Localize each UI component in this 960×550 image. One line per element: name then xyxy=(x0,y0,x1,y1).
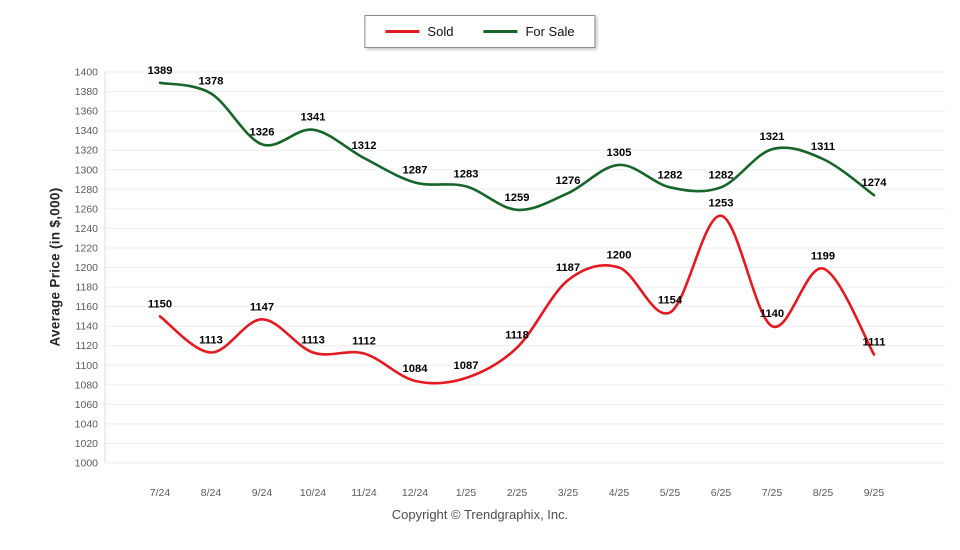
legend-item-for-sale: For Sale xyxy=(483,24,575,39)
sold-data-label: 1084 xyxy=(403,363,429,375)
x-tick-label: 1/25 xyxy=(456,487,477,499)
sold-data-label: 1113 xyxy=(301,335,325,347)
x-tick-label: 7/25 xyxy=(762,487,783,499)
x-tick-label: 11/24 xyxy=(351,487,377,499)
sold-data-label: 1199 xyxy=(811,251,835,263)
for-sale-line-swatch xyxy=(483,30,518,33)
y-tick-label: 1000 xyxy=(75,458,99,470)
y-tick-label: 1380 xyxy=(75,86,99,98)
legend-item-sold: Sold xyxy=(385,24,453,39)
y-tick-label: 1240 xyxy=(75,223,99,235)
legend-label-for-sale: For Sale xyxy=(525,24,575,39)
x-tick-label: 9/24 xyxy=(252,487,273,499)
x-tick-label: 6/25 xyxy=(711,487,732,499)
y-tick-label: 1140 xyxy=(75,321,98,333)
x-tick-label: 8/25 xyxy=(813,487,834,499)
for-sale-data-label: 1283 xyxy=(454,168,479,180)
x-tick-label: 10/24 xyxy=(300,487,326,499)
y-tick-label: 1300 xyxy=(75,164,99,176)
y-tick-label: 1360 xyxy=(75,106,99,118)
y-tick-label: 1320 xyxy=(75,145,99,157)
y-tick-label: 1260 xyxy=(75,203,99,215)
y-tick-label: 1180 xyxy=(75,282,98,294)
for-sale-data-label: 1274 xyxy=(862,177,888,189)
sold-data-label: 1200 xyxy=(607,250,632,262)
x-tick-label: 2/25 xyxy=(507,487,528,499)
sold-data-label: 1140 xyxy=(760,308,784,320)
x-tick-label: 12/24 xyxy=(402,487,428,499)
x-tick-label: 5/25 xyxy=(660,487,681,499)
sold-line xyxy=(158,214,876,385)
for-sale-data-label: 1312 xyxy=(352,140,377,152)
sold-line-swatch xyxy=(385,30,420,33)
sold-data-label: 1253 xyxy=(709,198,734,210)
y-tick-label: 1280 xyxy=(75,184,99,196)
sold-data-label: 1113 xyxy=(199,335,223,347)
y-tick-label: 1400 xyxy=(75,67,99,79)
for-sale-line xyxy=(158,81,876,212)
sold-data-label: 1150 xyxy=(148,298,172,310)
copyright-text: Copyright © Trendgraphix, Inc. xyxy=(391,507,569,522)
for-sale-data-label: 1287 xyxy=(403,165,428,177)
x-tick-label: 8/24 xyxy=(201,487,222,499)
x-tick-label: 9/25 xyxy=(864,487,885,499)
sold-data-label: 1147 xyxy=(250,301,274,313)
y-tick-label: 1080 xyxy=(75,379,99,391)
for-sale-data-label: 1276 xyxy=(556,175,581,187)
legend: Sold For Sale xyxy=(364,15,596,48)
x-tick-label: 7/24 xyxy=(150,487,171,499)
for-sale-data-label: 1321 xyxy=(760,131,785,143)
sold-data-label: 1118 xyxy=(505,330,529,342)
for-sale-data-label: 1341 xyxy=(301,112,326,124)
y-tick-label: 1040 xyxy=(75,418,99,430)
for-sale-data-label: 1282 xyxy=(709,169,734,181)
sold-data-label: 1154 xyxy=(658,295,683,307)
sold-data-label: 1111 xyxy=(862,337,885,349)
x-tick-label: 3/25 xyxy=(558,487,579,499)
y-tick-label: 1220 xyxy=(75,243,99,255)
for-sale-data-label: 1305 xyxy=(607,147,632,159)
y-tick-label: 1100 xyxy=(75,360,98,372)
for-sale-data-label: 1311 xyxy=(811,141,835,153)
for-sale-data-label: 1378 xyxy=(199,76,224,88)
y-tick-label: 1120 xyxy=(75,340,98,352)
y-tick-label: 1020 xyxy=(75,438,99,450)
for-sale-data-label: 1326 xyxy=(250,126,275,138)
for-sale-data-label: 1259 xyxy=(505,192,530,204)
x-tick-label: 4/25 xyxy=(609,487,630,499)
y-tick-label: 1060 xyxy=(75,399,99,411)
sold-data-label: 1187 xyxy=(556,262,580,274)
sold-data-label: 1112 xyxy=(352,336,376,348)
for-sale-data-label: 1282 xyxy=(658,169,683,181)
y-tick-label: 1200 xyxy=(75,262,99,274)
for-sale-data-label: 1389 xyxy=(148,65,173,77)
sold-data-label: 1087 xyxy=(454,360,479,372)
legend-label-sold: Sold xyxy=(427,24,454,39)
y-tick-label: 1340 xyxy=(75,125,99,137)
y-tick-label: 1160 xyxy=(75,301,98,313)
